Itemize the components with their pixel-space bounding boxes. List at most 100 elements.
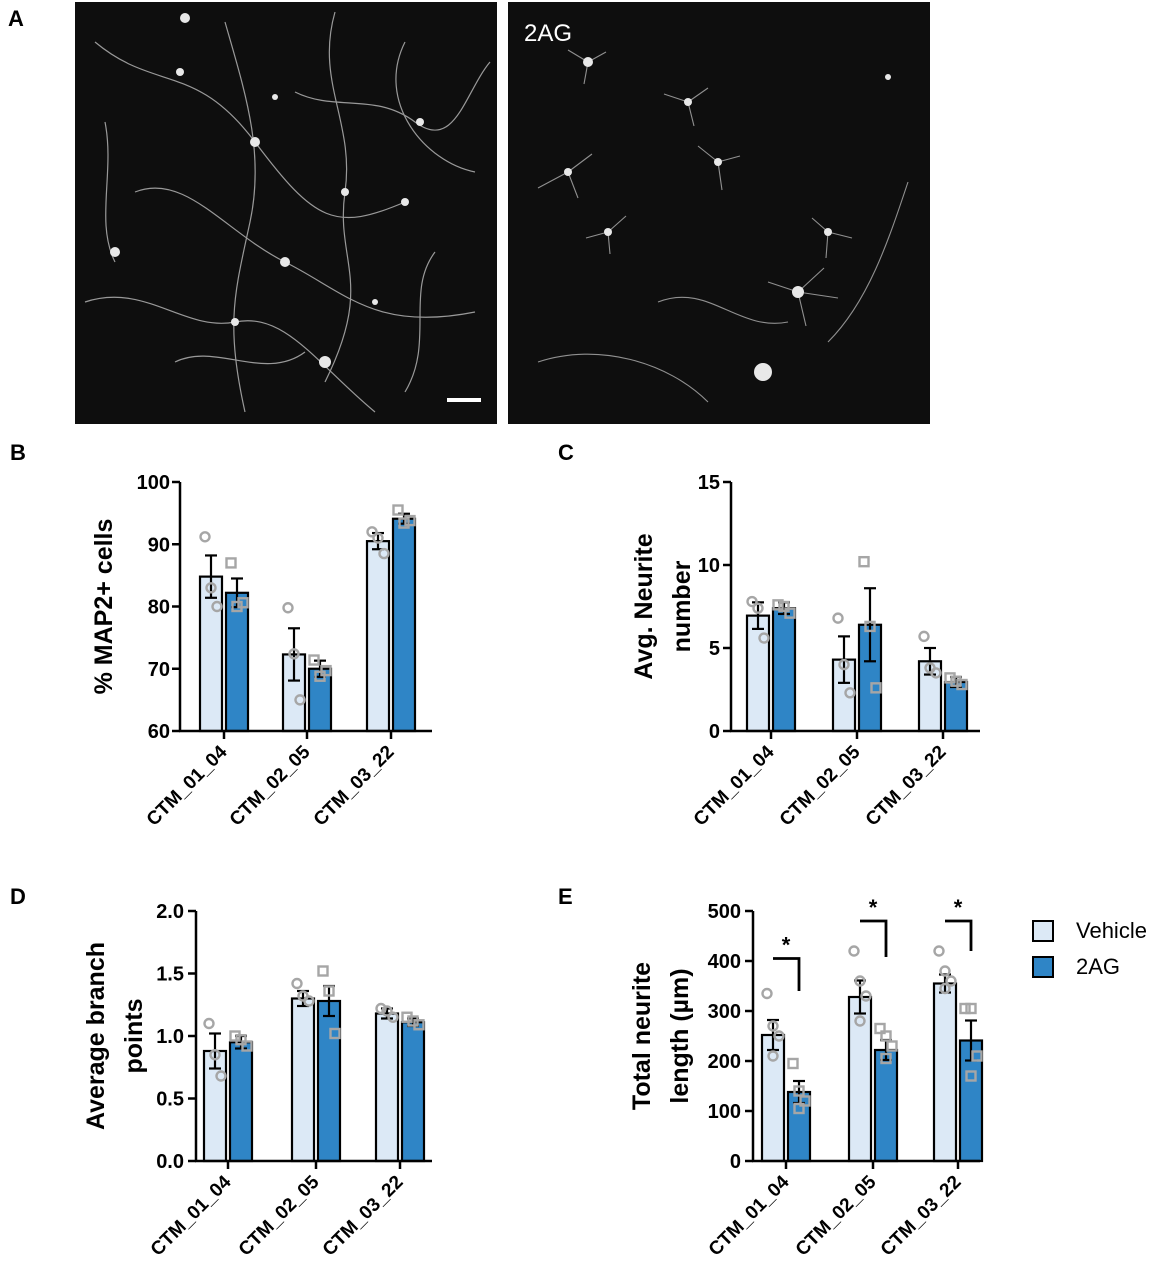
data-point-vehicle-1-1 bbox=[203, 1017, 215, 1030]
data-point-vehicle-1-2 bbox=[209, 1049, 221, 1061]
y-tick-label-d-1: 0.5 bbox=[156, 1089, 184, 1111]
scale-bar bbox=[447, 398, 481, 402]
y-tick-label-c-2: 10 bbox=[698, 555, 720, 577]
data-point-vehicle-3-2 bbox=[381, 1005, 393, 1017]
microscopy-image-2ag: 2AG bbox=[508, 2, 930, 424]
data-point-vehicle-3-3 bbox=[387, 1011, 399, 1023]
error-bar-vehicle-1 bbox=[752, 601, 764, 631]
data-point-2ag-3-1 bbox=[959, 1002, 971, 1015]
data-point-vehicle-2-2 bbox=[854, 975, 866, 987]
y-tick-label-e-5: 500 bbox=[708, 901, 741, 923]
data-point-vehicle-2-2 bbox=[288, 648, 300, 660]
y-axis-label-d-line2: points bbox=[120, 999, 148, 1074]
y-axis-label-d-line1: Average branch bbox=[82, 942, 110, 1130]
data-point-2ag-2-2 bbox=[864, 620, 876, 633]
y-axis-label-b: % MAP2+ cells bbox=[90, 519, 118, 695]
data-point-2ag-1-1 bbox=[225, 557, 237, 569]
y-tick-label-c-0: 0 bbox=[709, 721, 720, 743]
data-point-vehicle-2-3 bbox=[860, 990, 872, 1002]
x-tick-label-b-2: CTM_03_22 bbox=[310, 742, 399, 831]
data-point-2ag-2-1 bbox=[317, 965, 329, 977]
bar-2ag-3 bbox=[400, 1021, 426, 1163]
bar-2ag-2 bbox=[873, 1048, 899, 1163]
data-point-2ag-2-3 bbox=[329, 1027, 341, 1040]
panel-letter-d: D bbox=[10, 884, 26, 909]
data-point-2ag-2-3 bbox=[320, 664, 332, 677]
y-tick-label-d-2: 1.0 bbox=[156, 1026, 184, 1048]
significance-star-1: * bbox=[782, 933, 791, 958]
data-point-2ag-3-2 bbox=[398, 517, 410, 529]
data-point-2ag-3-3 bbox=[413, 1019, 425, 1031]
y-tick-label-b-1: 70 bbox=[148, 659, 170, 681]
bar-vehicle-1 bbox=[198, 575, 224, 733]
data-point-2ag-1-2 bbox=[793, 1085, 805, 1097]
y-axis-label-c-line1: Avg. Neurite bbox=[630, 533, 658, 679]
x-tick-label-e-2: CTM_03_22 bbox=[877, 1172, 966, 1261]
y-tick-label-e-1: 100 bbox=[708, 1101, 741, 1123]
legend-item-vehicle: Vehicle bbox=[1032, 918, 1147, 944]
significance-star-2: * bbox=[869, 895, 878, 920]
y-tick-label-d-4: 2.0 bbox=[156, 901, 184, 923]
data-point-vehicle-3-1 bbox=[366, 526, 378, 538]
data-point-2ag-2-1 bbox=[858, 555, 870, 568]
data-point-vehicle-3-3 bbox=[930, 667, 942, 679]
y-tick-label-e-0: 0 bbox=[730, 1151, 741, 1173]
data-point-2ag-2-4 bbox=[880, 1052, 892, 1065]
microscopy-image-vehicle bbox=[75, 2, 497, 424]
data-point-2ag-3-4 bbox=[965, 1070, 977, 1082]
bar-2ag-1 bbox=[228, 1041, 254, 1163]
data-point-2ag-2-3 bbox=[870, 682, 882, 694]
bar-vehicle-1 bbox=[760, 1033, 786, 1163]
panel-letter-a: A bbox=[8, 6, 24, 31]
error-bar-vehicle-2 bbox=[288, 627, 300, 682]
legend-swatch-vehicle bbox=[1032, 920, 1054, 942]
chart-d: 0.0 0.5 1.0 1.5 2.0 CTM_01_04 CTM_02_05CTM_03_… bbox=[82, 901, 432, 1260]
data-point-vehicle-3-1 bbox=[375, 1002, 387, 1015]
error-bar-vehicle-3 bbox=[924, 646, 936, 676]
significance-bracket-2 bbox=[860, 919, 888, 957]
data-point-2ag-2-2 bbox=[880, 1030, 892, 1042]
significance-star-3: * bbox=[954, 895, 963, 920]
bar-2ag-2 bbox=[307, 667, 333, 733]
y-axis-label-e-line1: Total neurite bbox=[628, 962, 656, 1110]
bar-vehicle-2 bbox=[847, 995, 873, 1163]
x-tick-label-d-1: CTM_02_05 bbox=[235, 1171, 324, 1260]
bar-2ag-1 bbox=[224, 591, 250, 733]
data-point-2ag-3-2 bbox=[965, 1002, 977, 1015]
data-point-vehicle-1-3 bbox=[773, 1030, 785, 1042]
data-point-vehicle-3-3 bbox=[945, 975, 957, 987]
data-point-2ag-1-2 bbox=[778, 600, 790, 613]
data-point-2ag-1-3 bbox=[799, 1095, 811, 1107]
data-point-2ag-3-3 bbox=[956, 678, 968, 691]
data-point-2ag-1-3 bbox=[784, 607, 796, 619]
data-point-vehicle-2-1 bbox=[282, 602, 294, 614]
data-point-vehicle-2-2 bbox=[838, 658, 850, 671]
panel-letter-b: B bbox=[10, 440, 26, 465]
data-point-vehicle-3-2 bbox=[372, 532, 384, 544]
error-bar-vehicle-1 bbox=[205, 554, 217, 599]
error-bar-vehicle-1 bbox=[767, 1018, 779, 1052]
data-point-vehicle-2-1 bbox=[832, 612, 844, 624]
data-point-vehicle-2-3 bbox=[303, 995, 315, 1007]
legend-item-2ag: 2AG bbox=[1032, 954, 1120, 980]
data-point-2ag-1-4 bbox=[793, 1102, 805, 1115]
neuron-network-illustration bbox=[84, 11, 491, 413]
x-tick-label-d-0: CTM_01_04 bbox=[147, 1171, 236, 1260]
significance-bracket-1 bbox=[773, 957, 801, 991]
y-axis-label-e-line2: length (µm) bbox=[666, 968, 694, 1103]
data-point-vehicle-1-3 bbox=[211, 600, 223, 613]
data-point-vehicle-1-1 bbox=[761, 987, 773, 1000]
x-tick-label-e-0: CTM_01_04 bbox=[705, 1171, 794, 1260]
data-point-vehicle-1-4 bbox=[767, 1050, 779, 1062]
y-tick-label-b-2: 80 bbox=[148, 597, 170, 619]
panel-letter-c: C bbox=[558, 440, 574, 465]
bar-vehicle-3 bbox=[365, 540, 391, 733]
neuron-network-illustration-2ag bbox=[537, 49, 909, 403]
error-bar-2ag-2 bbox=[864, 587, 876, 663]
chart-e: 0 100 200 300 400 500 CTM_01_04CTM_02_05CTM_03… bbox=[628, 895, 984, 1261]
bar-vehicle-3 bbox=[374, 1012, 400, 1163]
x-tick-label-c-1: CTM_02_05 bbox=[776, 741, 865, 830]
image-label-2ag: 2AG bbox=[524, 20, 573, 47]
